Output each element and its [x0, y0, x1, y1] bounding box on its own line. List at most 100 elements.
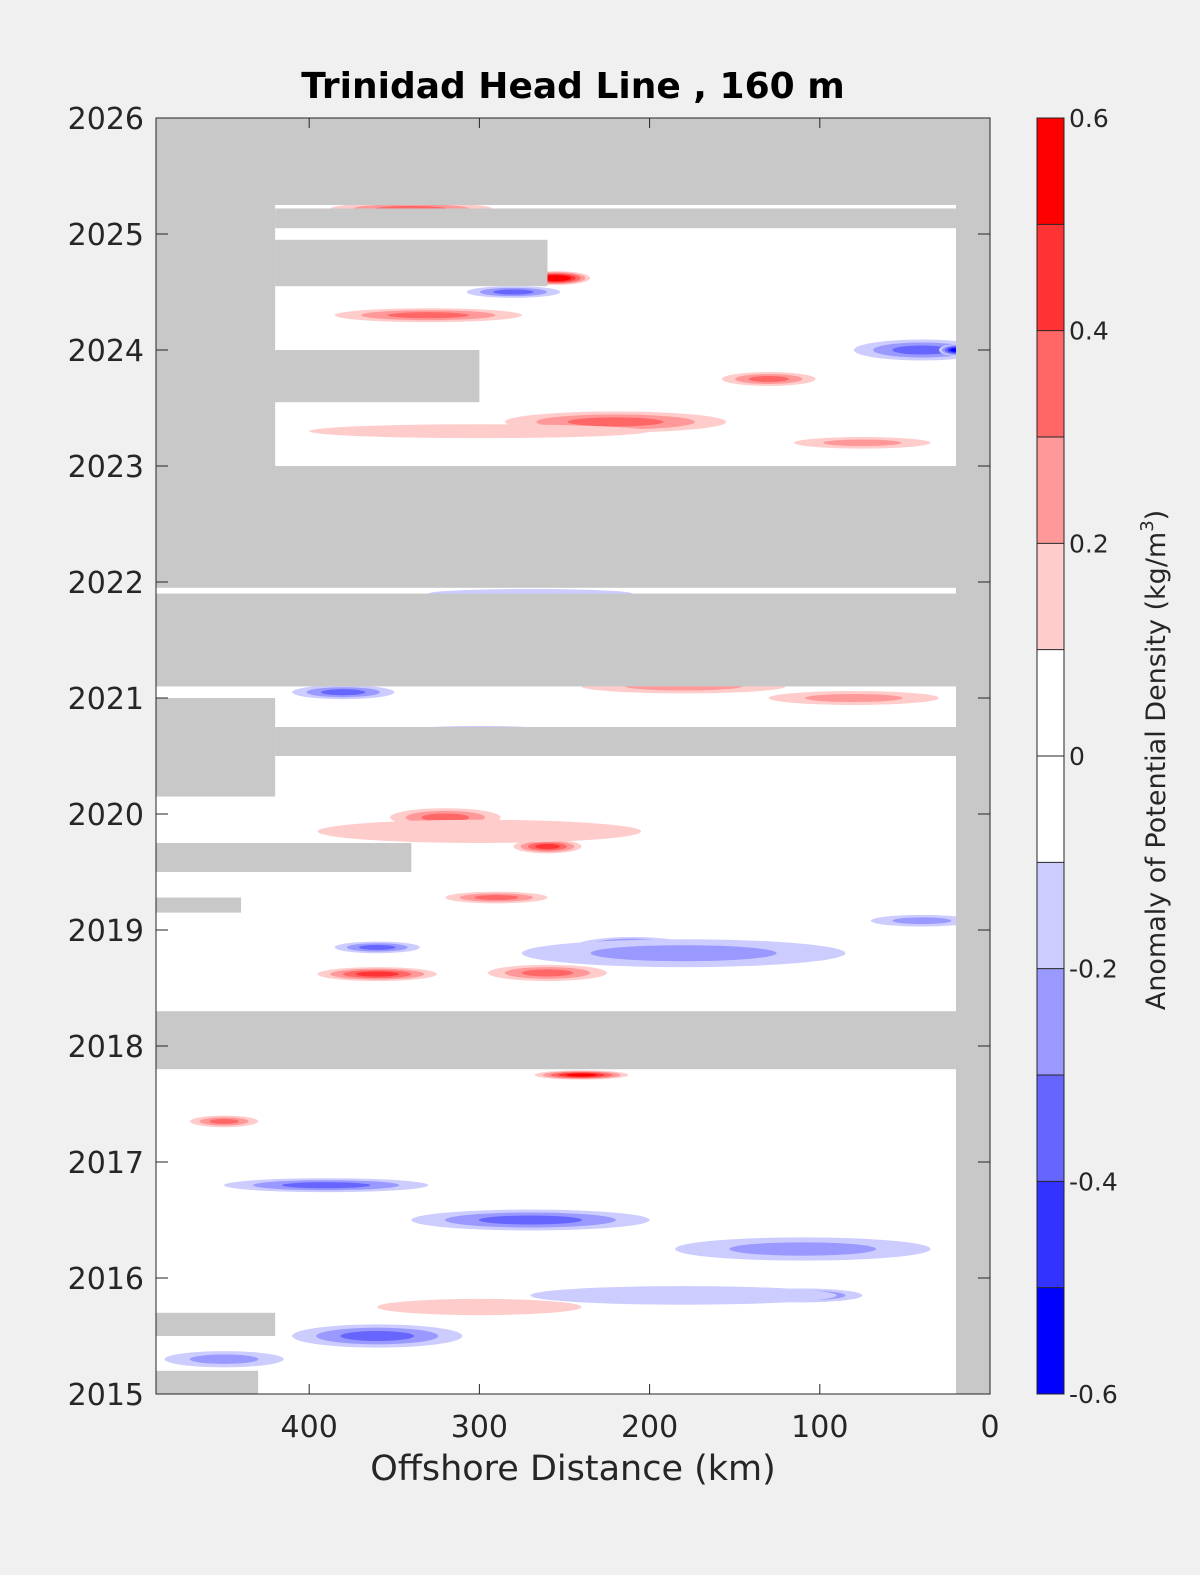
anomaly-contour	[566, 1073, 597, 1077]
anomaly-contour	[493, 289, 534, 295]
x-tick-label: 0	[980, 1410, 999, 1445]
colorbar-bin	[1037, 543, 1064, 650]
anomaly-contour	[748, 375, 790, 383]
anomaly-contour	[281, 1182, 371, 1189]
missing-data-band	[156, 205, 276, 466]
anomaly-feature	[530, 1286, 837, 1305]
anomaly-feature	[224, 1178, 429, 1193]
y-tick-label: 2020	[68, 798, 144, 833]
anomaly-contour	[521, 969, 574, 977]
colorbar-ticks: 0.6 0.4 0.2 0 -0.2 -0.4 -0.6	[1037, 104, 1118, 1409]
anomaly-feature	[317, 967, 437, 982]
anomaly-contour	[355, 971, 399, 977]
missing-data-band	[258, 350, 480, 403]
colorbar-bin	[1037, 330, 1064, 437]
anomaly-contour	[309, 424, 650, 439]
y-tick-label: 2025	[68, 218, 144, 253]
colorbar-bin	[1037, 862, 1064, 969]
x-tick-label: 200	[621, 1410, 678, 1445]
missing-data-band	[156, 466, 990, 588]
anomaly-feature	[487, 964, 608, 982]
x-tick-label: 400	[281, 1410, 338, 1445]
anomaly-feature	[794, 437, 931, 449]
y-tick-label: 2016	[68, 1262, 144, 1297]
colorbar-tick-label: -0.6	[1069, 1380, 1118, 1409]
colorbar-tick-label: 0	[1069, 742, 1085, 771]
anomaly-feature	[466, 286, 561, 298]
missing-data-band	[275, 208, 956, 229]
y-tick-label: 2015	[68, 1378, 144, 1413]
missing-data-layer	[156, 118, 990, 1394]
anomaly-contour	[478, 1215, 583, 1225]
anomaly-contour	[804, 693, 903, 703]
anomaly-feature	[768, 691, 939, 705]
y-tick-label: 2019	[68, 914, 144, 949]
colorbar-bin	[1037, 118, 1064, 225]
colorbar-label: Anomaly of Potential Density (kg/m3)	[1137, 510, 1172, 1010]
missing-data-band	[275, 239, 548, 287]
plot-frame	[155, 117, 991, 1395]
chart-title: Trinidad Head Line , 160 m	[301, 66, 844, 107]
y-tick-label: 2026	[68, 102, 144, 137]
anomaly-feature	[513, 839, 582, 854]
colorbar-tick-label: 0.6	[1069, 104, 1109, 133]
y-tick-label: 2021	[68, 682, 144, 717]
anomaly-contour	[340, 1330, 415, 1342]
anomaly-contour	[567, 417, 664, 427]
missing-data-band	[156, 843, 412, 872]
anomaly-feature	[377, 1298, 582, 1316]
missing-data-band	[156, 1011, 956, 1070]
anomaly-feature	[675, 1237, 931, 1261]
colorbar: 0.6 0.4 0.2 0 -0.2 -0.4 -0.6 Anomaly of Potent…	[1036, 104, 1172, 1409]
colorbar-bin	[1037, 649, 1064, 756]
colorbar-bin	[1037, 1075, 1064, 1182]
y-tick-label: 2023	[68, 450, 144, 485]
anomaly-feature	[445, 891, 548, 904]
anomaly-feature	[190, 1115, 259, 1128]
missing-data-band	[156, 593, 956, 687]
missing-data-band	[156, 698, 276, 797]
anomaly-feature	[334, 308, 522, 323]
anomaly-contour	[317, 819, 642, 844]
anomaly-contour	[590, 945, 777, 962]
x-tick-label: 100	[791, 1410, 848, 1445]
anomaly-feature	[317, 819, 642, 844]
y-axis: 2026 2025 2024 2023 2022 2021 2020 2019 2018 2017…	[68, 102, 990, 1413]
colorbar-bins	[1037, 118, 1064, 1394]
y-tick-label: 2024	[68, 334, 144, 369]
colorbar-bin	[1037, 1287, 1064, 1394]
y-tick-label: 2018	[68, 1030, 144, 1065]
colorbar-bin	[1037, 437, 1064, 544]
x-axis-label: Offshore Distance (km)	[370, 1449, 776, 1489]
y-tick-label: 2022	[68, 566, 144, 601]
colorbar-tick-label: -0.2	[1069, 955, 1118, 984]
anomaly-feature	[309, 424, 650, 439]
anomaly-feature	[411, 1209, 650, 1231]
missing-data-band	[156, 1312, 276, 1336]
anomaly-feature	[334, 941, 420, 954]
anomaly-contour	[474, 895, 519, 901]
anomaly-contour	[387, 312, 469, 319]
x-axis: 400 300 200 100 0	[281, 118, 1000, 1445]
anomaly-contour	[209, 1118, 239, 1124]
anomaly-contour	[535, 843, 560, 850]
colorbar-tick-label: 0.2	[1069, 529, 1109, 558]
anomaly-feature	[870, 914, 973, 927]
colorbar-tick-label: 0.4	[1069, 317, 1109, 346]
missing-data-band	[275, 727, 956, 756]
anomaly-feature	[534, 1070, 629, 1080]
missing-data-band	[156, 897, 242, 913]
colorbar-tick-label: -0.4	[1069, 1167, 1118, 1196]
colorbar-bin	[1037, 224, 1064, 331]
missing-data-band	[156, 1370, 259, 1394]
anomaly-contour	[530, 1286, 837, 1305]
anomaly-contour	[358, 944, 396, 950]
anomaly-contour	[189, 1354, 259, 1364]
anomaly-contour	[421, 813, 470, 822]
anomaly-contour	[892, 917, 952, 925]
anomaly-feature	[721, 372, 816, 386]
anomaly-feature	[292, 685, 395, 700]
plot-area	[155, 117, 991, 1395]
anomaly-contour	[729, 1242, 877, 1256]
